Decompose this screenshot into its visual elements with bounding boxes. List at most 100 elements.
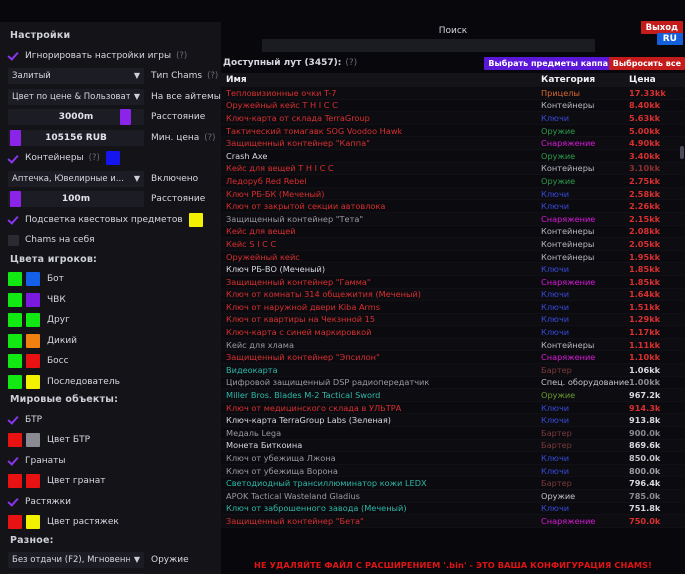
checkbox-containers[interactable] xyxy=(8,153,19,164)
row-grenades-color[interactable]: Цвет гранат xyxy=(8,472,213,491)
dropdown-misc-weapon[interactable]: Без отдачи (F2), Мгновенное п ▼ xyxy=(8,552,144,568)
color-swatch-secondary[interactable] xyxy=(26,272,40,286)
row-distance-bottom[interactable]: 100m Расстояние xyxy=(8,190,213,209)
table-row[interactable]: Монета Биткоина Бартер 869.6k xyxy=(221,439,685,453)
table-row[interactable]: Ключ от заброшенного завода (Меченый) Клю… xyxy=(221,502,685,516)
color-swatch-primary[interactable] xyxy=(8,313,22,327)
scrollbar-track[interactable] xyxy=(680,72,685,558)
slider-handle[interactable] xyxy=(10,191,21,207)
row-player-color-boss[interactable]: Босс xyxy=(8,352,213,371)
table-row[interactable]: Ключ РБ-ВО (Меченый) Ключи 1.85kk xyxy=(221,263,685,276)
table-row[interactable]: Цифровой защищенный DSP радиопередатчик С… xyxy=(221,376,685,390)
color-swatch-secondary[interactable] xyxy=(26,313,40,327)
color-swatch-secondary[interactable] xyxy=(26,354,40,368)
checkbox-btr[interactable] xyxy=(8,414,19,425)
row-min-price[interactable]: 105156 RUB Мин. цена (?) xyxy=(8,128,216,147)
table-row[interactable]: Ключ от медицинского склада в УЛЬТРА Ключ… xyxy=(221,401,685,415)
row-chams-type[interactable]: Залитый ▼ Тип Chams (?) xyxy=(8,67,218,86)
hint-icon[interactable]: (?) xyxy=(207,71,219,81)
table-row[interactable]: Crash Axe Оружие 3.40kk xyxy=(221,149,685,163)
color-swatch-quest-highlight[interactable] xyxy=(188,212,203,227)
checkbox-tripwires[interactable] xyxy=(8,496,19,507)
hint-icon[interactable]: (?) xyxy=(345,58,358,68)
table-row[interactable]: Видеокарта Бартер 1.06kk xyxy=(221,364,685,377)
table-row[interactable]: Ключ от комнаты 314 общежития (Меченый) К… xyxy=(221,288,685,302)
select-kappa-items-button[interactable]: Выбрать предметы каппа xyxy=(484,57,612,70)
row-grenades[interactable]: Гранаты xyxy=(8,451,213,470)
color-swatch-primary[interactable] xyxy=(8,374,22,389)
table-row[interactable]: Защищенный контейнер "Каппа" Снаряжение 4.… xyxy=(221,137,685,150)
table-row[interactable]: Защищенный контейнер "Тета" Снаряжение 2.1… xyxy=(221,212,685,226)
table-row[interactable]: Защищенный контейнер "Гамма" Снаряжение 1.… xyxy=(221,275,685,289)
table-row[interactable]: Защищенный контейнер "Эпсилон" Снаряжение… xyxy=(221,351,685,365)
row-player-color-scav[interactable]: Дикий xyxy=(8,331,213,350)
row-tripwires[interactable]: Растяжки xyxy=(8,492,213,511)
slider-handle[interactable] xyxy=(120,109,131,125)
table-row[interactable]: Ключ от убежища Лжона Ключи 850.0k xyxy=(221,452,685,465)
color-swatch-primary[interactable] xyxy=(8,354,22,368)
row-misc-movement[interactable]: Беск. выносливость и нет уста ▼ Движение xyxy=(8,571,213,574)
checkbox-quest-highlight[interactable] xyxy=(8,214,19,225)
column-header-category[interactable]: Категория xyxy=(541,75,596,85)
dropdown-chams-type[interactable]: Залитый ▼ xyxy=(8,68,144,84)
table-row[interactable]: Кейс для хлама Контейнеры 1.11kk xyxy=(221,338,685,352)
row-misc-weapon[interactable]: Без отдачи (F2), Мгновенное п ▼ Оружие xyxy=(8,551,213,570)
color-swatch-primary[interactable] xyxy=(8,433,22,447)
row-btr-color[interactable]: Цвет БТР xyxy=(8,431,213,450)
slider-distance-top[interactable]: 3000m xyxy=(8,109,144,125)
row-color-mode[interactable]: Цвет по цене & Пользователи ▼ На все айт… xyxy=(8,87,221,106)
checkbox-ignore-game-settings[interactable] xyxy=(8,50,19,61)
language-button[interactable]: RU xyxy=(656,33,683,45)
hint-icon[interactable]: (?) xyxy=(88,153,100,163)
search-input[interactable] xyxy=(262,39,595,52)
table-row[interactable]: Ключ-карта TerraGroup Labs (Зеленая) Ключ… xyxy=(221,414,685,428)
slider-min-price[interactable]: 105156 RUB xyxy=(8,129,144,146)
column-header-price[interactable]: Цена xyxy=(629,75,656,85)
table-row[interactable]: Кейс для вещей T H I C C Контейнеры 3.10kk xyxy=(221,162,685,176)
table-row[interactable]: Ключ-карта от склада TerraGroup Ключи 5.63… xyxy=(221,112,685,125)
color-swatch-secondary[interactable] xyxy=(26,374,40,389)
row-player-color-pmc[interactable]: ЧВК xyxy=(8,290,213,309)
slider-handle[interactable] xyxy=(10,129,21,146)
checkbox-grenades[interactable] xyxy=(8,455,19,466)
checkbox-chams-self[interactable] xyxy=(8,234,19,246)
color-swatch-primary[interactable] xyxy=(8,272,22,286)
column-header-name[interactable]: Имя xyxy=(226,75,247,85)
color-swatch-primary[interactable] xyxy=(8,333,22,348)
table-row[interactable]: Ключ от наружной двери Kiba Arms Ключи 1.5… xyxy=(221,301,685,314)
table-row[interactable]: Ключ от квартиры на Чекзнной 15 Ключи 1.29… xyxy=(221,313,685,327)
row-btr[interactable]: БТР xyxy=(8,410,213,429)
dropdown-misc-movement[interactable]: Беск. выносливость и нет уста ▼ xyxy=(8,572,144,574)
row-containers[interactable]: Контейнеры (?) xyxy=(8,149,213,168)
color-swatch-primary[interactable] xyxy=(8,474,22,488)
color-swatch-secondary[interactable] xyxy=(26,292,40,307)
row-tripwires-color[interactable]: Цвет растяжек xyxy=(8,513,213,532)
table-row[interactable]: Оружейный кейс T H I C C Контейнеры 8.40kk xyxy=(221,99,685,113)
dropdown-loot-filter[interactable]: Аптечка, Ювелирные и... ▼ xyxy=(8,170,144,187)
table-row[interactable]: Светодиодный трансиллюминатор кожи LEDX Б… xyxy=(221,477,685,490)
table-row[interactable]: Ледоруб Red Rebel Оружие 2.75kk xyxy=(221,175,685,188)
row-player-color-friend[interactable]: Друг xyxy=(8,311,213,330)
color-swatch-secondary[interactable] xyxy=(26,333,40,348)
color-swatch-primary[interactable] xyxy=(8,515,22,529)
drop-all-button[interactable]: Выбросить все xyxy=(608,57,685,70)
slider-distance-bottom[interactable]: 100m xyxy=(8,191,144,207)
table-row[interactable]: Тактический томагавк SOG Voodoo Hawk Оруж… xyxy=(221,124,685,138)
row-distance-top[interactable]: 3000m Расстояние xyxy=(8,108,213,127)
table-row[interactable]: Кейс для вещей Контейнеры 2.08kk xyxy=(221,225,685,239)
table-row[interactable]: Ключ от закрытой секции автовлока Ключи 2.… xyxy=(221,200,685,213)
color-swatch-secondary[interactable] xyxy=(26,474,40,488)
table-row[interactable]: Miller Bros. Blades M-2 Tactical Sword Ор… xyxy=(221,389,685,402)
dropdown-color-mode[interactable]: Цвет по цене & Пользователи ▼ xyxy=(8,88,144,105)
scrollbar-thumb[interactable] xyxy=(680,146,684,159)
table-row[interactable]: Кейс S I C C Контейнеры 2.05kk xyxy=(221,238,685,251)
row-player-color-follower[interactable]: Последователь xyxy=(8,372,213,391)
color-swatch-primary[interactable] xyxy=(8,292,22,307)
row-ignore-game-settings[interactable]: Игнорировать настройки игры (?) xyxy=(8,46,213,65)
row-player-color-bot[interactable]: Бот xyxy=(8,270,213,289)
row-quest-highlight[interactable]: Подсветка квестовых предметов xyxy=(8,210,213,229)
table-row[interactable]: Медаль Lega Бартер 900.0k xyxy=(221,427,685,440)
table-row[interactable]: Ключ-карта с синей маркировкой Ключи 1.17k… xyxy=(221,326,685,339)
hint-icon[interactable]: (?) xyxy=(204,132,216,143)
row-loot-filter[interactable]: Аптечка, Ювелирные и... ▼ Включено xyxy=(8,169,213,188)
